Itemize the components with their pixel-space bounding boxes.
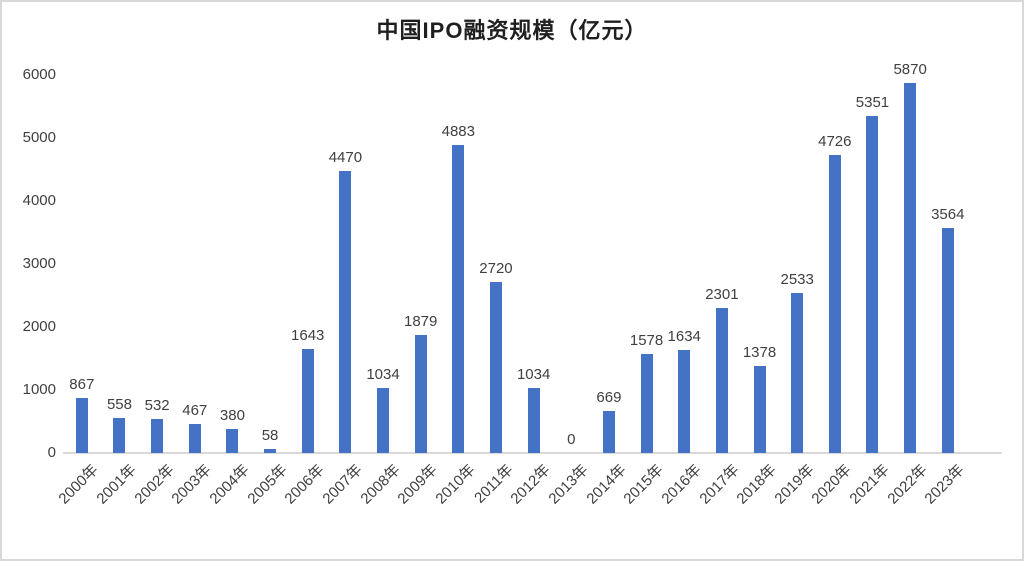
x-axis-tick-label: 2008年 <box>357 461 404 508</box>
bar-value-label: 467 <box>182 402 208 419</box>
bar <box>151 419 164 453</box>
bar <box>489 282 502 453</box>
bar <box>753 366 766 453</box>
x-axis-tick-label: 2006年 <box>281 461 329 508</box>
bar-value-label: 5351 <box>855 94 890 111</box>
bar-value-label: 4470 <box>328 149 363 166</box>
bar-value-label: 2720 <box>479 260 513 277</box>
bar <box>941 228 954 453</box>
x-axis-tick-label: 2009年 <box>394 461 442 508</box>
x-axis-tick-label: 2022年 <box>884 461 931 508</box>
x-axis-tick-label: 2000年 <box>55 461 103 508</box>
x-axis-tick-label: 2012年 <box>507 461 554 508</box>
x-axis-tick-label: 2010年 <box>432 461 479 508</box>
x-axis-tick-label: 2017年 <box>695 461 743 508</box>
x-axis-tick-label: 2021年 <box>846 461 893 508</box>
bar <box>339 171 352 453</box>
bar <box>602 411 615 453</box>
bar-value-label: 1643 <box>291 327 325 344</box>
bar-value-label: 58 <box>261 427 279 444</box>
x-axis-tick-label: 2018年 <box>733 461 780 508</box>
bar-value-label: 3564 <box>931 206 965 223</box>
bar <box>791 293 804 453</box>
x-axis-tick-label: 2004年 <box>206 461 253 508</box>
y-axis-tick-label: 0 <box>47 444 56 461</box>
y-axis-tick-label: 2000 <box>22 318 56 335</box>
x-axis-tick-label: 2014年 <box>583 461 630 508</box>
bar-value-label: 380 <box>219 407 245 424</box>
x-axis-tick-label: 2005年 <box>244 461 291 508</box>
bar-value-label: 0 <box>567 431 576 448</box>
bar <box>715 308 728 453</box>
x-axis-tick-label: 2011年 <box>470 461 517 507</box>
bar-value-label: 1879 <box>403 313 438 330</box>
bar <box>301 349 314 453</box>
bar-value-label: 558 <box>106 396 132 413</box>
bar-value-label: 1034 <box>516 366 551 383</box>
chart-title: 中国IPO融资规模（亿元） <box>376 18 648 43</box>
bar-value-label: 532 <box>144 397 170 414</box>
x-axis-tick-label: 2003年 <box>168 461 216 508</box>
bar <box>828 155 841 453</box>
bar <box>113 418 126 453</box>
bar <box>678 350 691 453</box>
bar-value-label: 2301 <box>705 286 739 303</box>
y-axis-tick-label: 3000 <box>22 255 56 272</box>
bar-value-label: 669 <box>596 389 622 406</box>
x-axis-tick-label: 2013年 <box>545 461 592 508</box>
bar-value-label: 4726 <box>818 133 852 150</box>
bar <box>640 354 653 453</box>
bar <box>377 388 390 453</box>
x-axis-tick-label: 2007年 <box>319 461 366 508</box>
bar <box>414 335 427 453</box>
bar-value-label: 1634 <box>667 328 701 345</box>
bar <box>866 116 879 453</box>
bar <box>188 424 201 453</box>
bar-value-label: 1378 <box>742 344 777 361</box>
bar <box>527 388 540 453</box>
x-axis-tick-label: 2001年 <box>93 461 140 508</box>
y-axis-tick-label: 4000 <box>22 192 56 209</box>
bar <box>452 145 465 453</box>
bar-value-label: 867 <box>69 376 95 393</box>
x-axis-tick-label: 2016年 <box>658 461 705 508</box>
x-axis-tick-label: 2023年 <box>921 461 969 508</box>
bar <box>75 398 88 453</box>
bar <box>264 449 277 453</box>
x-axis-line <box>63 452 1002 454</box>
bar-value-label: 5870 <box>893 61 927 78</box>
x-axis-tick-label: 2002年 <box>131 461 178 508</box>
y-axis-tick-label: 1000 <box>22 381 56 398</box>
x-axis-tick-label: 2015年 <box>620 461 667 508</box>
y-axis-tick-label: 6000 <box>22 66 56 83</box>
bar-value-label: 4883 <box>441 123 475 140</box>
bar-value-label: 2533 <box>780 271 814 288</box>
bar <box>904 83 917 453</box>
bar-value-label: 1034 <box>366 366 400 383</box>
x-axis-tick-label: 2020年 <box>808 461 856 508</box>
bar-value-label: 1578 <box>629 332 664 349</box>
y-axis-tick-label: 5000 <box>22 129 56 146</box>
bar <box>226 429 239 453</box>
x-axis-tick-label: 2019年 <box>771 461 818 508</box>
